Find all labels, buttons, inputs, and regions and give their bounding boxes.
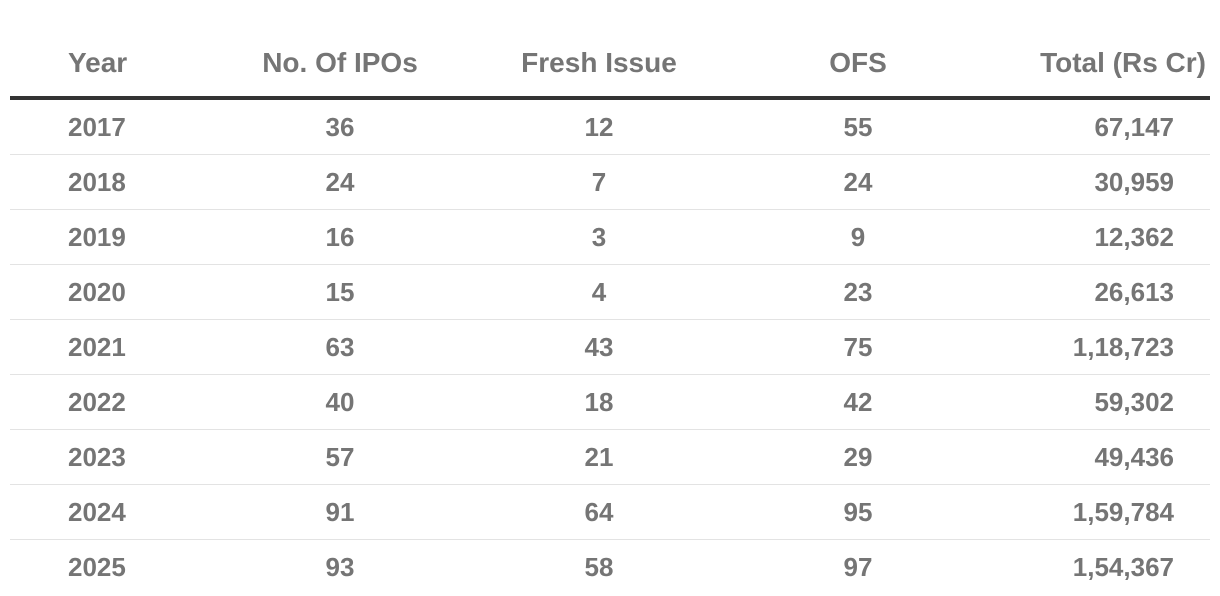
cell-year: 2022	[10, 374, 190, 430]
cell-ofs: 42	[708, 374, 1008, 430]
cell-fresh-issue: 3	[490, 209, 708, 265]
cell-total: 59,302	[1008, 374, 1210, 430]
cell-ofs: 24	[708, 154, 1008, 210]
cell-ofs: 95	[708, 484, 1008, 540]
cell-no-of-ipos: 93	[325, 551, 355, 582]
cell-fresh-issue: 64	[490, 484, 708, 540]
cell-year: 2019	[10, 209, 190, 265]
cell-total: 30,959	[1008, 154, 1210, 210]
cell-ofs: 97	[843, 551, 873, 582]
cell-fresh-issue: 18	[490, 374, 708, 430]
cell-total: 49,436	[1008, 429, 1210, 485]
cell-year: 2021	[10, 319, 190, 375]
table-row: 2019 16 3 9 12,362	[10, 209, 1210, 265]
cell-fresh-issue: 4	[490, 264, 708, 320]
cell-no-of-ipos: 36	[190, 98, 490, 155]
cell-ofs: 75	[708, 319, 1008, 375]
table-row: 2024 91 64 95 1,59,784	[10, 484, 1210, 540]
column-header-year: Year	[10, 0, 190, 100]
table-row: 2017 36 12 55 67,147	[10, 98, 1210, 155]
cell-total: 26,613	[1008, 264, 1210, 320]
cell-year: 2018	[10, 154, 190, 210]
cell-year: 2025	[68, 551, 126, 582]
cell-fresh-issue: 21	[490, 429, 708, 485]
table-row: 2023 57 21 29 49,436	[10, 429, 1210, 485]
column-header-fresh-issue: Fresh Issue	[490, 0, 708, 100]
cell-ofs: 29	[708, 429, 1008, 485]
cell-fresh-issue: 12	[490, 98, 708, 155]
cell-fresh-issue: 7	[490, 154, 708, 210]
cell-total: 1,18,723	[1008, 319, 1210, 375]
column-header-ofs: OFS	[708, 0, 1008, 100]
cell-total: 12,362	[1008, 209, 1210, 265]
table-body: 2017 36 12 55 67,147 2018 24 7 24 30,959…	[10, 98, 1210, 594]
cell-total: 1,54,367	[1072, 551, 1174, 582]
cell-fresh-issue: 58	[584, 551, 614, 582]
cell-no-of-ipos: 24	[190, 154, 490, 210]
ipo-data-table: Year No. Of IPOs Fresh Issue OFS Total (…	[10, 0, 1210, 594]
cell-no-of-ipos: 63	[190, 319, 490, 375]
ipo-data-table-container: Year No. Of IPOs Fresh Issue OFS Total (…	[10, 0, 1210, 594]
header-row: Year No. Of IPOs Fresh Issue OFS Total (…	[10, 0, 1210, 100]
table-header: Year No. Of IPOs Fresh Issue OFS Total (…	[10, 0, 1210, 100]
cell-year: 2024	[10, 484, 190, 540]
cell-no-of-ipos: 16	[190, 209, 490, 265]
table-row: 2025 93 58 97 1,54,367	[10, 540, 1210, 595]
cell-ofs: 9	[708, 209, 1008, 265]
cell-total: 67,147	[1008, 98, 1210, 155]
table-row: 2018 24 7 24 30,959	[10, 154, 1210, 210]
cell-total: 1,59,784	[1008, 484, 1210, 540]
cell-no-of-ipos: 91	[190, 484, 490, 540]
cell-year: 2023	[10, 429, 190, 485]
cell-no-of-ipos: 40	[190, 374, 490, 430]
cell-year: 2017	[10, 98, 190, 155]
cell-no-of-ipos: 57	[190, 429, 490, 485]
table-row: 2022 40 18 42 59,302	[10, 374, 1210, 430]
cell-ofs: 23	[708, 264, 1008, 320]
cell-no-of-ipos: 15	[190, 264, 490, 320]
column-header-no-of-ipos: No. Of IPOs	[190, 0, 490, 100]
cell-year: 2020	[10, 264, 190, 320]
cell-fresh-issue: 43	[490, 319, 708, 375]
cell-ofs: 55	[708, 98, 1008, 155]
table-row: 2020 15 4 23 26,613	[10, 264, 1210, 320]
table-row: 2021 63 43 75 1,18,723	[10, 319, 1210, 375]
column-header-total: Total (Rs Cr)	[1008, 0, 1210, 100]
